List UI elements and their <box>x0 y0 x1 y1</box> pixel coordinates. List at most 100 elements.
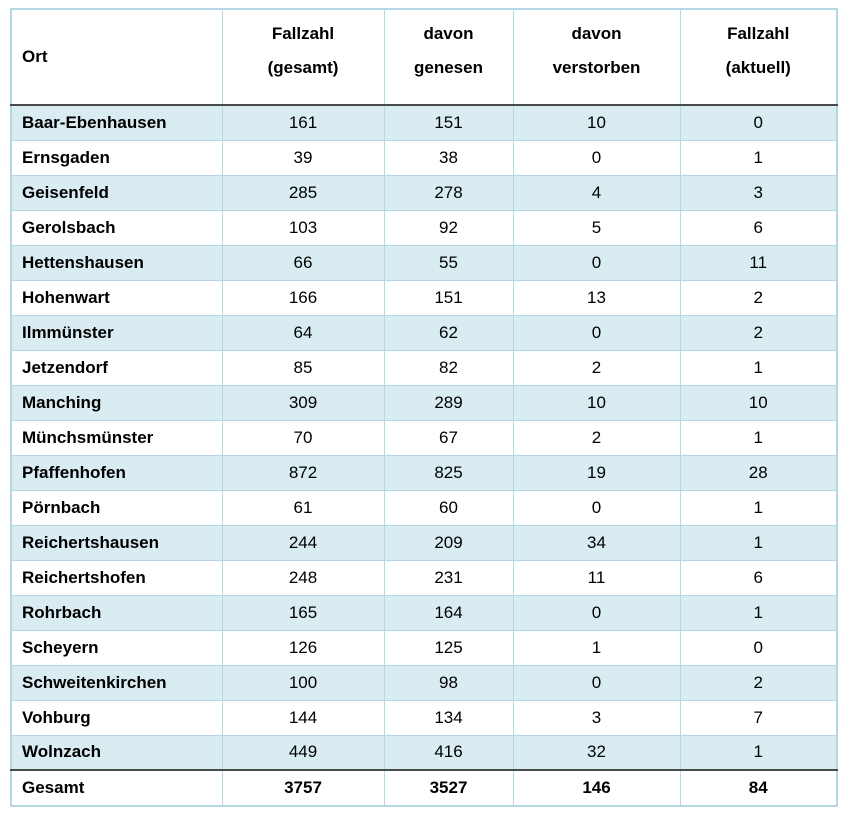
covid-cases-table: Ort Fallzahl (gesamt) davon genesen davo… <box>10 8 838 807</box>
ort-cell: Reichertshofen <box>10 559 223 596</box>
value-cell: 4 <box>512 174 681 211</box>
value-cell: 62 <box>383 314 514 351</box>
value-cell: 11 <box>512 559 681 596</box>
value-cell: 0 <box>512 489 681 526</box>
ort-cell: Reichertshausen <box>10 524 223 561</box>
table-row: Reichertshausen 244 209 34 1 <box>10 524 838 561</box>
value-cell: 0 <box>512 314 681 351</box>
value-cell: 7 <box>679 699 838 736</box>
value-cell: 3 <box>512 699 681 736</box>
table-row: Münchsmünster 70 67 2 1 <box>10 419 838 456</box>
value-cell: 60 <box>383 489 514 526</box>
column-header-davon-verstorben: davon verstorben <box>512 8 681 106</box>
table-row: Geisenfeld 285 278 4 3 <box>10 174 838 211</box>
column-header-fallzahl-aktuell: Fallzahl (aktuell) <box>679 8 838 106</box>
value-cell: 165 <box>221 594 385 631</box>
table-row: Rohrbach 165 164 0 1 <box>10 594 838 631</box>
value-cell: 13 <box>512 279 681 316</box>
ort-cell: Gerolsbach <box>10 209 223 246</box>
value-cell: 231 <box>383 559 514 596</box>
value-cell: 0 <box>512 244 681 281</box>
value-cell: 244 <box>221 524 385 561</box>
table-row: Hettenshausen 66 55 0 11 <box>10 244 838 281</box>
ort-cell: Scheyern <box>10 629 223 666</box>
table-row: Hohenwart 166 151 13 2 <box>10 279 838 316</box>
value-cell: 151 <box>383 279 514 316</box>
total-label: Gesamt <box>10 769 223 807</box>
table-row: Ilmmünster 64 62 0 2 <box>10 314 838 351</box>
table-row: Baar-Ebenhausen 161 151 10 0 <box>10 104 838 141</box>
value-cell: 449 <box>221 734 385 771</box>
ort-cell: Münchsmünster <box>10 419 223 456</box>
ort-cell: Wolnzach <box>10 734 223 771</box>
value-cell: 0 <box>679 629 838 666</box>
value-cell: 32 <box>512 734 681 771</box>
value-cell: 0 <box>512 594 681 631</box>
value-cell: 1 <box>679 139 838 176</box>
table-row: Schweitenkirchen 100 98 0 2 <box>10 664 838 701</box>
header-line: (aktuell) <box>725 58 791 77</box>
value-cell: 85 <box>221 349 385 386</box>
table-row: Jetzendorf 85 82 2 1 <box>10 349 838 386</box>
value-cell: 19 <box>512 454 681 491</box>
ort-cell: Vohburg <box>10 699 223 736</box>
table-row: Manching 309 289 10 10 <box>10 384 838 421</box>
table-row: Ernsgaden 39 38 0 1 <box>10 139 838 176</box>
total-value-verstorben: 146 <box>512 769 681 807</box>
ort-cell: Schweitenkirchen <box>10 664 223 701</box>
value-cell: 164 <box>383 594 514 631</box>
table-row: Wolnzach 449 416 32 1 <box>10 734 838 771</box>
value-cell: 10 <box>512 384 681 421</box>
value-cell: 64 <box>221 314 385 351</box>
value-cell: 100 <box>221 664 385 701</box>
value-cell: 39 <box>221 139 385 176</box>
value-cell: 416 <box>383 734 514 771</box>
value-cell: 6 <box>679 209 838 246</box>
value-cell: 34 <box>512 524 681 561</box>
header-line: Fallzahl <box>271 24 335 43</box>
value-cell: 248 <box>221 559 385 596</box>
value-cell: 11 <box>679 244 838 281</box>
value-cell: 28 <box>679 454 838 491</box>
ort-cell: Rohrbach <box>10 594 223 631</box>
value-cell: 151 <box>383 104 514 141</box>
value-cell: 67 <box>383 419 514 456</box>
table-row: Vohburg 144 134 3 7 <box>10 699 838 736</box>
table-body: Baar-Ebenhausen 161 151 10 0 Ernsgaden 3… <box>10 104 838 771</box>
value-cell: 144 <box>221 699 385 736</box>
value-cell: 0 <box>679 104 838 141</box>
table-row: Reichertshofen 248 231 11 6 <box>10 559 838 596</box>
value-cell: 1 <box>679 349 838 386</box>
value-cell: 82 <box>383 349 514 386</box>
value-cell: 1 <box>679 594 838 631</box>
value-cell: 0 <box>512 139 681 176</box>
value-cell: 10 <box>679 384 838 421</box>
value-cell: 126 <box>221 629 385 666</box>
value-cell: 38 <box>383 139 514 176</box>
header-line: davon <box>571 24 622 43</box>
ort-cell: Ilmmünster <box>10 314 223 351</box>
value-cell: 2 <box>512 349 681 386</box>
ort-cell: Ernsgaden <box>10 139 223 176</box>
total-value-genesen: 3527 <box>383 769 514 807</box>
value-cell: 166 <box>221 279 385 316</box>
value-cell: 10 <box>512 104 681 141</box>
ort-cell: Manching <box>10 384 223 421</box>
ort-cell: Hohenwart <box>10 279 223 316</box>
value-cell: 2 <box>679 664 838 701</box>
value-cell: 2 <box>679 314 838 351</box>
value-cell: 66 <box>221 244 385 281</box>
value-cell: 1 <box>679 734 838 771</box>
value-cell: 289 <box>383 384 514 421</box>
table-row: Pfaffenhofen 872 825 19 28 <box>10 454 838 491</box>
header-line: genesen <box>414 58 483 77</box>
total-value-aktuell: 84 <box>679 769 838 807</box>
ort-cell: Geisenfeld <box>10 174 223 211</box>
value-cell: 1 <box>512 629 681 666</box>
ort-cell: Baar-Ebenhausen <box>10 104 223 141</box>
value-cell: 103 <box>221 209 385 246</box>
value-cell: 825 <box>383 454 514 491</box>
value-cell: 278 <box>383 174 514 211</box>
column-header-ort: Ort <box>10 8 223 106</box>
